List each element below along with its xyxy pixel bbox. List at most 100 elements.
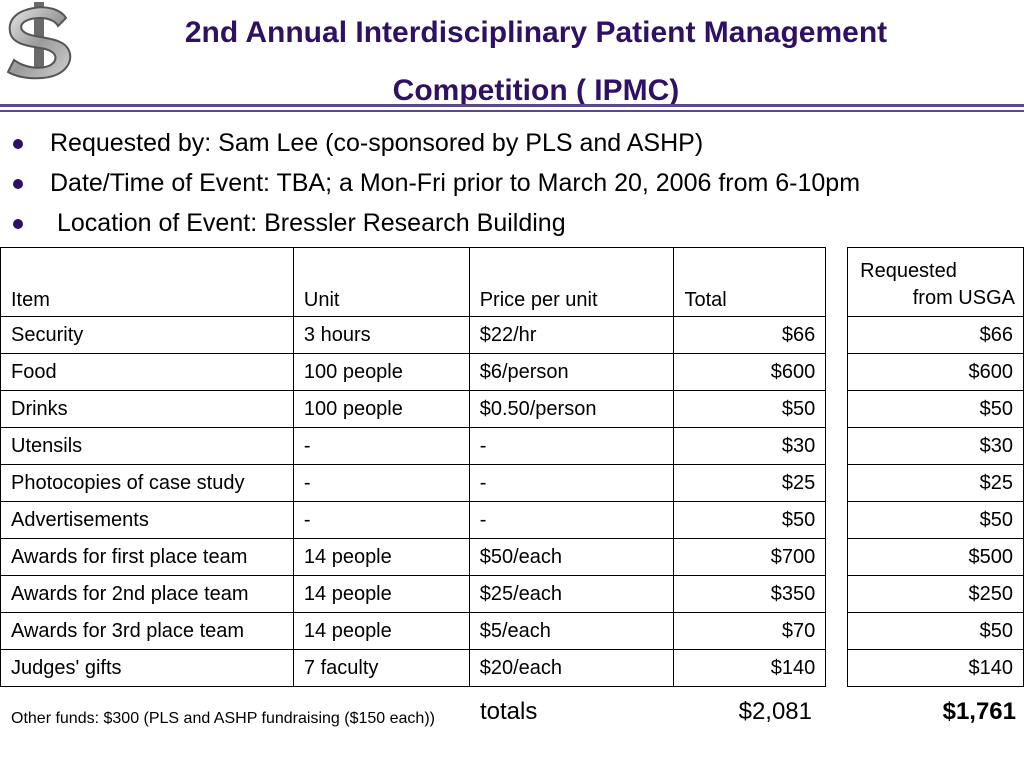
cell-unit: 3 hours xyxy=(292,316,470,354)
column-gap xyxy=(826,354,848,391)
column-gap xyxy=(826,428,848,465)
table-row: Drinks 100 people $0.50/person $50 $50 xyxy=(0,390,1024,428)
table-row: Awards for 2nd place team 14 people $25/ea… xyxy=(0,575,1024,613)
header-requested: Requested from USGA xyxy=(847,247,1024,317)
date-time-text: Date/Time of Event: TBA; a Mon-Fri prior… xyxy=(50,169,861,197)
cell-item: Utensils xyxy=(0,427,294,465)
cell-total: $50 xyxy=(673,390,827,428)
table-row: Awards for first place team 14 people $50/… xyxy=(0,538,1024,576)
cell-unit: 14 people xyxy=(292,575,470,613)
cell-total: $66 xyxy=(673,316,827,354)
cell-unit: - xyxy=(292,464,470,502)
cell-unit: 14 people xyxy=(292,538,470,576)
title-line-2: Competition ( IPMC) xyxy=(392,74,680,107)
cell-item: Judges' gifts xyxy=(0,649,294,687)
cell-total: $600 xyxy=(673,353,827,391)
cell-item: Awards for 3rd place team xyxy=(0,612,294,650)
location-text: Location of Event: Bressler Research Bui… xyxy=(57,209,566,237)
cell-requested: $250 xyxy=(847,575,1024,613)
bullet-icon xyxy=(13,179,23,189)
cell-requested: $600 xyxy=(847,353,1024,391)
cell-unit: 100 people xyxy=(292,390,470,428)
cell-price: $50/each xyxy=(468,538,675,576)
cell-total: $140 xyxy=(673,649,827,687)
cell-requested: $66 xyxy=(847,316,1024,354)
cell-price: $20/each xyxy=(468,649,675,687)
table-header-row: Item Unit Price per unit Total Requested… xyxy=(0,247,1024,317)
cell-price: $6/person xyxy=(468,353,675,391)
cell-price: $25/each xyxy=(468,575,675,613)
table-row: Utensils - - $30 $30 xyxy=(0,427,1024,465)
totals-requested-value: $1,761 xyxy=(942,698,1016,725)
column-gap xyxy=(826,650,848,687)
header-item: Item xyxy=(0,247,294,317)
header-price: Price per unit xyxy=(468,247,675,317)
cell-requested: $50 xyxy=(847,612,1024,650)
column-gap xyxy=(826,502,848,539)
dollar-sign-icon xyxy=(0,0,78,80)
cell-requested: $30 xyxy=(847,427,1024,465)
table-row: Advertisements - - $50 $50 xyxy=(0,501,1024,539)
cell-item: Drinks xyxy=(0,390,294,428)
cell-total: $70 xyxy=(673,612,827,650)
cell-total: $350 xyxy=(673,575,827,613)
cell-item: Food xyxy=(0,353,294,391)
column-gap xyxy=(826,576,848,613)
cell-price: $5/each xyxy=(468,612,675,650)
column-gap xyxy=(826,317,848,354)
page-title: 2nd Annual Interdisciplinary Patient Man… xyxy=(100,4,972,120)
column-gap xyxy=(826,613,848,650)
title-divider-thin xyxy=(0,110,1024,112)
cell-item: Advertisements xyxy=(0,501,294,539)
cell-unit: - xyxy=(292,427,470,465)
bullet-icon xyxy=(13,139,23,149)
bullet-icon xyxy=(13,219,23,229)
cell-requested: $50 xyxy=(847,390,1024,428)
other-funds-note: Other funds: $300 (PLS and ASHP fundrais… xyxy=(11,710,435,727)
table-row: Food 100 people $6/person $600 $600 xyxy=(0,353,1024,391)
table-row: Judges' gifts 7 faculty $20/each $140 $140 xyxy=(0,649,1024,687)
cell-item: Security xyxy=(0,316,294,354)
title-divider-thick xyxy=(0,104,1024,107)
table-row: Awards for 3rd place team 14 people $5/eac… xyxy=(0,612,1024,650)
cell-unit: - xyxy=(292,501,470,539)
table-row: Security 3 hours $22/hr $66 $66 xyxy=(0,316,1024,354)
requested-by-text: Requested by: Sam Lee (co-sponsored by P… xyxy=(50,129,704,157)
cell-unit: 14 people xyxy=(292,612,470,650)
header-unit: Unit xyxy=(292,247,470,317)
table-row: Photocopies of case study - - $25 $25 xyxy=(0,464,1024,502)
cell-requested: $50 xyxy=(847,501,1024,539)
list-item: Requested by: Sam Lee (co-sponsored by P… xyxy=(0,125,1024,165)
cell-total: $50 xyxy=(673,501,827,539)
cell-item: Awards for first place team xyxy=(0,538,294,576)
totals-label: totals xyxy=(480,698,538,725)
totals-total-value: $2,081 xyxy=(738,698,812,725)
header-total: Total xyxy=(673,247,827,317)
cell-item: Awards for 2nd place team xyxy=(0,575,294,613)
cell-price: $22/hr xyxy=(468,316,675,354)
cell-price: - xyxy=(468,501,675,539)
list-item: Date/Time of Event: TBA; a Mon-Fri prior… xyxy=(0,165,1024,205)
event-details-list: Requested by: Sam Lee (co-sponsored by P… xyxy=(0,125,1024,245)
title-line-1: 2nd Annual Interdisciplinary Patient Man… xyxy=(184,16,888,49)
cell-unit: 100 people xyxy=(292,353,470,391)
column-gap xyxy=(826,391,848,428)
cell-total: $30 xyxy=(673,427,827,465)
list-item: Location of Event: Bressler Research Bui… xyxy=(0,205,1024,245)
header-requested-line2: from USGA xyxy=(912,287,1015,309)
cell-price: $0.50/person xyxy=(468,390,675,428)
cell-total: $700 xyxy=(673,538,827,576)
header-requested-line1: Requested xyxy=(860,260,957,282)
cell-requested: $500 xyxy=(847,538,1024,576)
column-gap xyxy=(826,465,848,502)
budget-table: Item Unit Price per unit Total Requested… xyxy=(0,247,1024,687)
cell-requested: $25 xyxy=(847,464,1024,502)
cell-price: - xyxy=(468,464,675,502)
column-gap xyxy=(826,248,848,317)
cell-total: $25 xyxy=(673,464,827,502)
column-gap xyxy=(826,539,848,576)
cell-item: Photocopies of case study xyxy=(0,464,294,502)
cell-requested: $140 xyxy=(847,649,1024,687)
cell-price: - xyxy=(468,427,675,465)
cell-unit: 7 faculty xyxy=(292,649,470,687)
